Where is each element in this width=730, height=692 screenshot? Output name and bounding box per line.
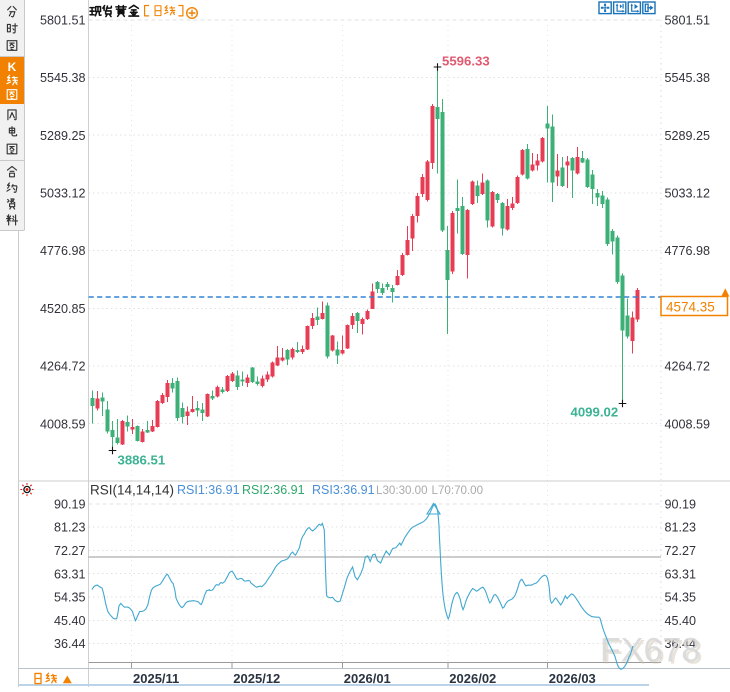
svg-text:RSI2:36.91: RSI2:36.91	[242, 483, 305, 497]
svg-text:4776.98: 4776.98	[665, 244, 711, 258]
svg-text:3886.51: 3886.51	[118, 453, 166, 468]
svg-text:L30:30.00: L30:30.00	[376, 484, 428, 497]
svg-text:5289.25: 5289.25	[40, 129, 86, 143]
svg-text:4099.02: 4099.02	[571, 405, 619, 420]
svg-text:72.27: 72.27	[54, 544, 86, 558]
svg-text:5545.38: 5545.38	[40, 71, 86, 85]
svg-text:5596.33: 5596.33	[442, 54, 490, 69]
svg-text:45.40: 45.40	[665, 614, 697, 628]
svg-text:5289.25: 5289.25	[665, 129, 711, 143]
svg-text:36.44: 36.44	[665, 637, 697, 651]
svg-text:5033.12: 5033.12	[40, 187, 86, 201]
svg-text:RSI3:36.91: RSI3:36.91	[312, 483, 375, 497]
svg-text:2025/11: 2025/11	[133, 671, 179, 686]
svg-text:54.35: 54.35	[665, 591, 697, 605]
svg-text:4264.72: 4264.72	[40, 360, 86, 374]
svg-text:K: K	[8, 60, 17, 74]
svg-text:2026/01: 2026/01	[344, 671, 391, 686]
svg-text:5033.12: 5033.12	[665, 187, 711, 201]
svg-text:63.31: 63.31	[665, 567, 697, 581]
svg-text:5801.51: 5801.51	[40, 13, 86, 27]
svg-text:90.19: 90.19	[54, 497, 86, 511]
svg-text:4264.72: 4264.72	[665, 360, 711, 374]
svg-text:36.44: 36.44	[54, 637, 86, 651]
svg-text:RSI(14,14,14): RSI(14,14,14)	[90, 483, 174, 498]
svg-text:63.31: 63.31	[54, 567, 86, 581]
svg-text:72.27: 72.27	[665, 544, 697, 558]
svg-text:2026/03: 2026/03	[549, 671, 596, 686]
svg-text:FX678: FX678	[603, 634, 703, 672]
svg-text:4776.98: 4776.98	[40, 244, 86, 258]
svg-text:4008.59: 4008.59	[665, 417, 711, 431]
svg-text:FX678: FX678	[600, 632, 700, 670]
svg-text:4008.59: 4008.59	[40, 417, 86, 431]
svg-text:90.19: 90.19	[665, 497, 697, 511]
svg-text:2025/12: 2025/12	[233, 671, 280, 686]
svg-text:5801.51: 5801.51	[665, 13, 711, 27]
svg-text:5545.38: 5545.38	[665, 71, 711, 85]
svg-text:2026/02: 2026/02	[449, 671, 496, 686]
svg-text:RSI1:36.91: RSI1:36.91	[177, 483, 240, 497]
svg-text:45.40: 45.40	[54, 614, 86, 628]
svg-text:L70:70.00: L70:70.00	[432, 484, 484, 497]
svg-text:4520.85: 4520.85	[40, 302, 86, 316]
svg-text:4574.35: 4574.35	[666, 300, 715, 315]
svg-text:54.35: 54.35	[54, 591, 86, 605]
svg-text:81.23: 81.23	[54, 521, 86, 535]
svg-text:81.23: 81.23	[665, 521, 697, 535]
